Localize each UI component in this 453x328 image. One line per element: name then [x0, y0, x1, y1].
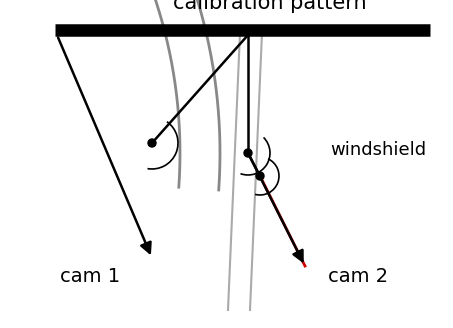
Text: cam 1: cam 1 [60, 266, 120, 285]
Text: windshield: windshield [330, 141, 426, 159]
Circle shape [148, 139, 156, 147]
Circle shape [244, 149, 252, 157]
Text: calibration pattern: calibration pattern [173, 0, 367, 13]
Circle shape [256, 172, 264, 180]
Text: cam 2: cam 2 [328, 266, 388, 285]
